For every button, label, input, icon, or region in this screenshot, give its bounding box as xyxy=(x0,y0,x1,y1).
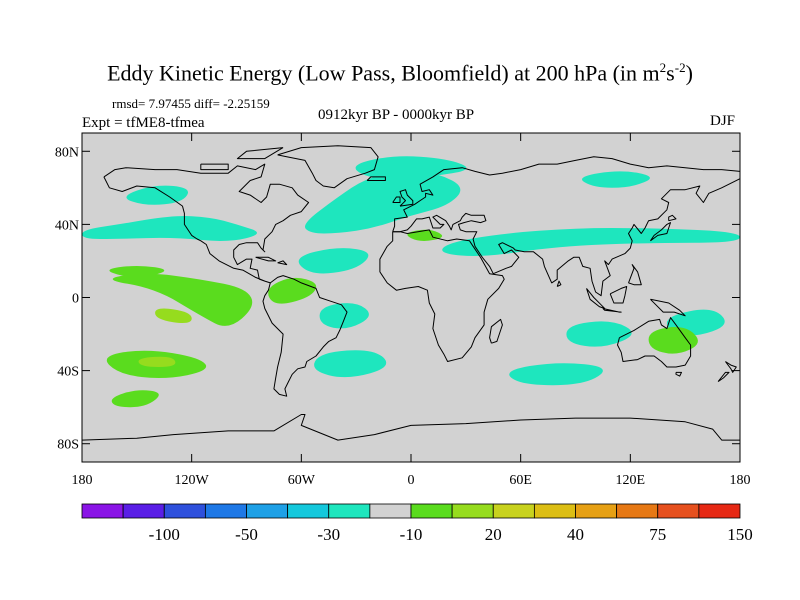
anomaly-north-pacific-green xyxy=(109,265,165,277)
coastline-segment xyxy=(255,256,277,262)
coastline-segment xyxy=(717,371,730,383)
lon-tick-label: 60E xyxy=(509,473,532,488)
coastline-segment xyxy=(277,145,379,189)
coastline-segment xyxy=(392,156,740,232)
period-label: 0912kyr BP - 0000kyr BP xyxy=(318,107,475,123)
colorbar-swatch xyxy=(533,503,576,519)
colorbar-swatch xyxy=(81,503,124,519)
colorbar-label: -50 xyxy=(235,525,258,544)
colorbar-label: 150 xyxy=(727,525,753,544)
colorbar-swatch xyxy=(575,503,618,519)
coastline-segment xyxy=(649,222,671,242)
lat-tick-label: 40S xyxy=(57,365,79,380)
lat-tick-label: 80N xyxy=(55,145,79,160)
coastline-segment xyxy=(82,414,740,441)
coastline-segment xyxy=(399,189,414,207)
coastline-segment xyxy=(602,308,622,313)
colorbar-swatch xyxy=(410,503,453,519)
coastline-segment xyxy=(277,260,288,266)
coastline-segment xyxy=(617,317,692,368)
anomaly-layer xyxy=(82,156,740,408)
coastline-segment xyxy=(725,361,737,373)
lon-tick-label: 180 xyxy=(72,473,93,488)
colorbar-swatch xyxy=(616,503,659,519)
coastline-segment xyxy=(366,176,386,181)
colorbar-swatch xyxy=(328,503,371,519)
lat-tick-label: 80S xyxy=(57,438,79,453)
colorbar-swatch xyxy=(246,503,289,519)
coastline-segment xyxy=(392,196,401,203)
coastline-segment xyxy=(650,298,686,317)
axis-layer: 80N 40N 0 40S 80S 180 120W 60W 0 60E 120E 180 xyxy=(55,133,751,488)
season-label: DJF xyxy=(710,113,736,129)
coastline-segment xyxy=(392,178,740,297)
anomaly-mid-atlantic xyxy=(298,248,369,274)
coastline-segment xyxy=(675,371,682,377)
coastline-segment xyxy=(489,318,503,344)
coastline-segment xyxy=(379,229,505,362)
colorbar-label: 20 xyxy=(485,525,502,544)
coastline-segment xyxy=(609,286,628,304)
rmsd-stats: rmsd= 7.97455 diff= -2.25159 xyxy=(112,96,270,111)
colorbar-swatch xyxy=(492,503,535,519)
lon-tick-label: 60W xyxy=(288,473,316,488)
anomaly-south-pacific-2 xyxy=(111,390,159,408)
colorbar-swatch xyxy=(698,503,741,519)
anomaly-north-atlantic xyxy=(304,170,461,234)
colorbar-label: 75 xyxy=(649,525,666,544)
anomaly-australia-green xyxy=(648,327,698,354)
anomaly-south-pacific-core xyxy=(138,356,176,367)
lon-tick-label: 0 xyxy=(408,473,415,488)
lat-tick-label: 0 xyxy=(72,292,79,307)
colorbar: -100 -50 -30 -10 20 40 75 150 xyxy=(81,503,753,544)
colorbar-swatch xyxy=(657,503,700,519)
colorbar-label: -100 xyxy=(149,525,180,544)
lon-tick-label: 120W xyxy=(175,473,210,488)
anomaly-indian-ocean xyxy=(509,363,603,386)
coastline-segment xyxy=(262,275,348,397)
lon-tick-label: 180 xyxy=(730,473,751,488)
coastline-segment xyxy=(556,280,562,287)
colorbar-label: -30 xyxy=(317,525,340,544)
coastline-segment xyxy=(103,163,310,284)
colorbar-swatch xyxy=(163,503,206,519)
chart-title: Eddy Kinetic Energy (Low Pass, Bloomfiel… xyxy=(107,60,693,86)
coastline-segment xyxy=(200,163,229,171)
colorbar-swatch xyxy=(122,503,165,519)
anomaly-north-pacific-band xyxy=(82,216,257,241)
coastline-segment xyxy=(628,264,642,286)
colorbar-swatch xyxy=(287,503,330,519)
lon-tick-label: 120E xyxy=(616,473,646,488)
anomaly-australia-west xyxy=(566,321,632,347)
colorbar-swatch xyxy=(369,503,412,519)
coastline-layer xyxy=(82,145,740,441)
colorbar-label: -10 xyxy=(400,525,423,544)
anomaly-south-atlantic xyxy=(319,303,369,329)
anomaly-north-pacific-patch xyxy=(126,185,189,205)
colorbar-swatch xyxy=(451,503,494,519)
lat-tick-label: 40N xyxy=(55,218,79,233)
anomaly-asia-band xyxy=(442,228,740,256)
coastline-segment xyxy=(236,147,284,160)
anomaly-south-atlantic-2 xyxy=(314,350,387,378)
colorbar-swatch xyxy=(204,503,247,519)
anomaly-siberia-patch xyxy=(582,171,650,188)
experiment-label: Expt = tfME8-tfmea xyxy=(82,115,205,131)
anomaly-tropical-pacific xyxy=(112,273,253,326)
anomaly-pacific-core xyxy=(155,308,192,324)
colorbar-label: 40 xyxy=(567,525,584,544)
coastline-segment xyxy=(668,214,677,222)
